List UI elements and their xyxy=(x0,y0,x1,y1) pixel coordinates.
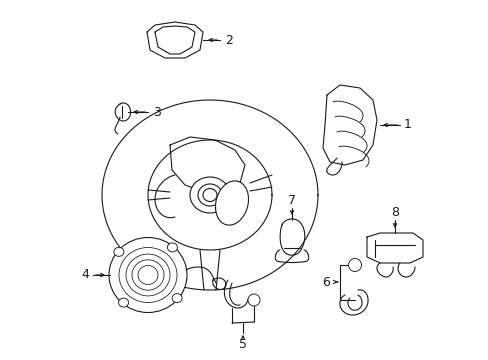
Text: 4: 4 xyxy=(81,269,89,282)
Text: 2: 2 xyxy=(224,33,232,46)
Ellipse shape xyxy=(138,266,158,284)
Ellipse shape xyxy=(126,254,170,296)
Ellipse shape xyxy=(198,184,222,206)
Text: 3: 3 xyxy=(153,105,161,118)
Text: 8: 8 xyxy=(390,206,398,219)
Ellipse shape xyxy=(167,243,177,252)
Ellipse shape xyxy=(119,247,177,302)
Ellipse shape xyxy=(132,260,163,290)
Ellipse shape xyxy=(348,258,361,271)
Ellipse shape xyxy=(190,177,229,213)
Ellipse shape xyxy=(247,294,260,306)
Ellipse shape xyxy=(203,189,217,202)
Ellipse shape xyxy=(109,238,186,312)
Text: 5: 5 xyxy=(239,338,246,351)
Text: 1: 1 xyxy=(403,118,411,131)
Text: 6: 6 xyxy=(322,275,329,288)
Ellipse shape xyxy=(215,181,248,225)
Ellipse shape xyxy=(118,298,128,307)
Ellipse shape xyxy=(172,294,182,303)
Text: 7: 7 xyxy=(287,194,295,207)
Ellipse shape xyxy=(114,247,123,256)
